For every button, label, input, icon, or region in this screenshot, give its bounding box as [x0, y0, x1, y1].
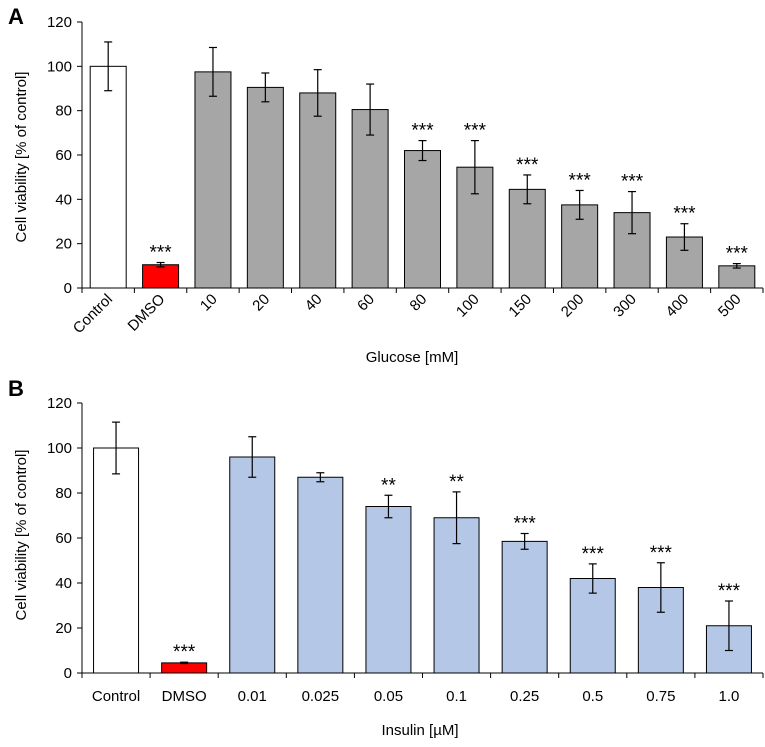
panel-a-y-tick-label: 60 — [55, 147, 72, 164]
panel-a: A Cell viability [% of control] Glucose … — [8, 4, 764, 366]
panel-a-bar — [142, 264, 180, 289]
panel-a-plot-area: 0 20 40 60 80 100 120 Control *** DMSO 10 20 40 60 ***… — [47, 14, 764, 337]
panel-b-label: B — [8, 376, 24, 401]
panel-b-category-label: 0.25 — [510, 688, 539, 705]
panel-a-category-label: 20 — [249, 291, 273, 315]
panel-a-category-label: DMSO — [125, 291, 169, 335]
panel-a-significance-label: *** — [149, 243, 172, 264]
panel-a-category-label: 10 — [197, 291, 221, 315]
panel-b-bar — [297, 476, 344, 674]
panel-a-category-label: 200 — [558, 291, 588, 321]
panel-b-plot-area: 0 20 40 60 80 100 120 Control *** DMSO 0.01 0.025 **… — [47, 395, 764, 705]
panel-a-significance-label: *** — [464, 121, 487, 142]
panel-b-bar — [365, 506, 412, 674]
panel-b-y-axis-title: Cell viability [% of control] — [13, 450, 30, 621]
panel-a-y-axis-title: Cell viability [% of control] — [13, 72, 30, 243]
panel-a-y-tick-label: 0 — [64, 280, 72, 297]
panel-a-significance-label: *** — [569, 170, 592, 191]
panel-a-significance-label: *** — [726, 244, 749, 265]
panel-b-y-tick-label: 20 — [55, 620, 72, 637]
panel-b-y-tick-label: 40 — [55, 575, 72, 592]
panel-b-bar — [93, 447, 140, 674]
panel-a-bar — [194, 71, 232, 289]
panel-a-label: A — [8, 4, 24, 29]
panel-a-significance-label: *** — [673, 204, 696, 225]
panel-b-significance-label: *** — [173, 642, 196, 663]
panel-a-category-label: Control — [70, 291, 116, 337]
panel-b-category-label: 0.75 — [646, 688, 675, 705]
panel-a-y-tick-label: 40 — [55, 191, 72, 208]
panel-b-significance-label: *** — [718, 581, 741, 602]
panel-a-category-label: 300 — [610, 291, 640, 321]
panel-a-category-label: 40 — [302, 291, 326, 315]
panel-b-category-label: 1.0 — [719, 688, 740, 705]
panel-a-bar — [718, 265, 756, 289]
panel-b-significance-label: ** — [449, 472, 464, 493]
panel-a-bar — [508, 188, 546, 289]
panel-a-bar — [246, 86, 284, 289]
panel-a-category-label: 400 — [663, 291, 693, 321]
panel-b-significance-label: *** — [582, 544, 605, 565]
panel-a-y-tick-label: 20 — [55, 236, 72, 253]
panel-a-category-label: 100 — [453, 291, 483, 321]
panel-b-category-label: Control — [92, 688, 140, 705]
panel-b-y-tick-label: 120 — [47, 395, 72, 412]
panel-b-bar — [229, 456, 276, 674]
panel-b-significance-label: *** — [650, 543, 673, 564]
panel-a-category-label: 150 — [505, 291, 535, 321]
panel-a-category-label: 500 — [715, 291, 745, 321]
panel-a-significance-label: *** — [411, 121, 434, 142]
panel-b-x-axis-title: Insulin [µM] — [382, 722, 459, 739]
panel-b: B Cell viability [% of control] Insulin … — [8, 376, 764, 739]
panel-b-category-label: 0.01 — [238, 688, 267, 705]
panel-b-bar — [569, 578, 616, 674]
panel-b-bar — [161, 662, 208, 674]
panel-b-category-label: 0.1 — [446, 688, 467, 705]
panel-a-bar — [89, 65, 127, 289]
panel-b-y-tick-label: 100 — [47, 440, 72, 457]
panel-a-category-label: 80 — [407, 291, 431, 315]
panel-b-y-tick-label: 60 — [55, 530, 72, 547]
panel-b-significance-label: ** — [381, 475, 396, 496]
panel-a-significance-label: *** — [516, 155, 539, 176]
panel-b-category-label: DMSO — [162, 688, 207, 705]
panel-b-y-tick-label: 0 — [64, 665, 72, 682]
panel-a-significance-label: *** — [621, 172, 644, 193]
panel-b-category-label: 0.05 — [374, 688, 403, 705]
panel-a-x-axis-title: Glucose [mM] — [366, 349, 459, 366]
panel-a-category-label: 60 — [354, 291, 378, 315]
panel-b-significance-label: *** — [514, 514, 537, 535]
panel-b-category-label: 0.5 — [582, 688, 603, 705]
panel-b-category-label: 0.025 — [302, 688, 340, 705]
panel-a-y-tick-label: 120 — [47, 14, 72, 31]
panel-b-bar — [501, 540, 548, 674]
panel-a-bar — [351, 109, 389, 289]
panel-a-bar — [404, 150, 441, 289]
panel-a-y-tick-label: 80 — [55, 103, 72, 120]
panel-b-y-tick-label: 80 — [55, 485, 72, 502]
panel-a-y-tick-label: 100 — [47, 58, 72, 75]
panel-a-bar — [299, 92, 337, 289]
